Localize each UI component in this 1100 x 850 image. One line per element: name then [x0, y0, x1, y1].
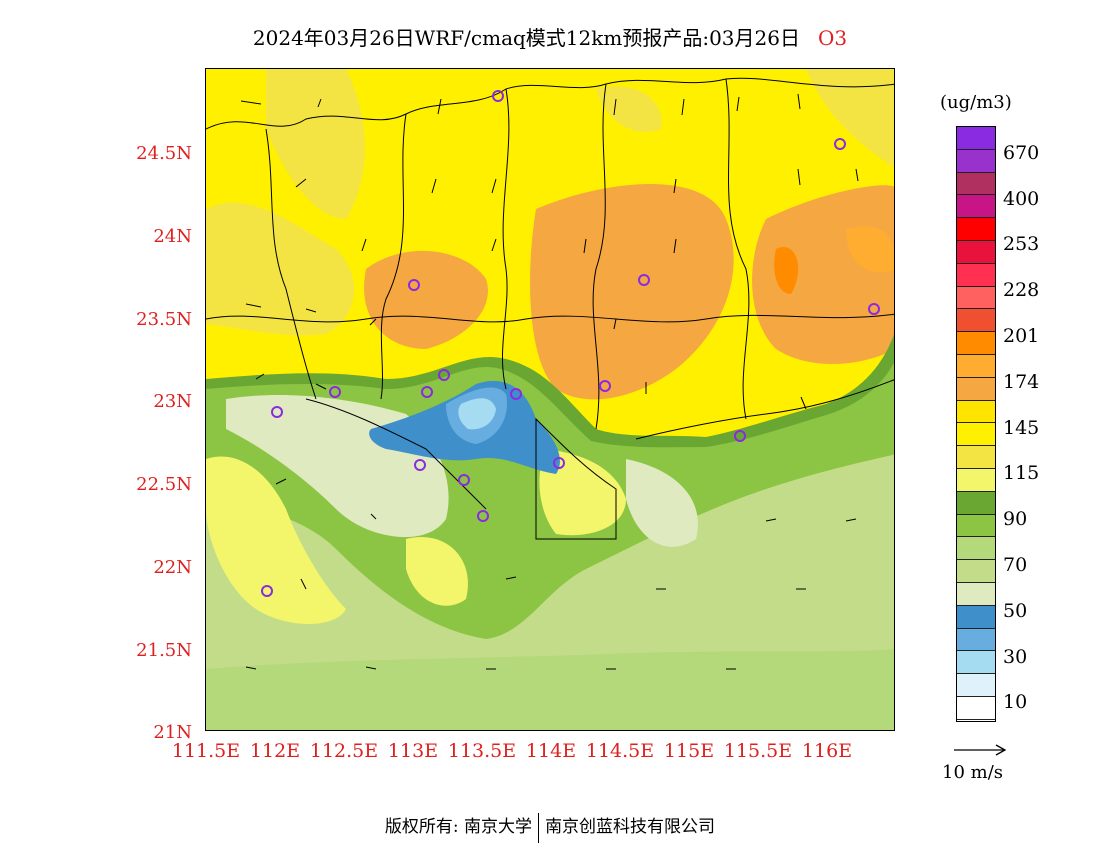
colorbar-swatch	[957, 286, 995, 310]
colorbar-label: 10	[1003, 691, 1028, 713]
colorbar-swatch	[957, 377, 995, 401]
colorbar-label: 201	[1003, 325, 1040, 347]
x-tick-label: 112.5E	[309, 740, 379, 762]
colorbar-label: 115	[1003, 462, 1040, 484]
colorbar-swatch	[957, 446, 995, 469]
colorbar-swatch	[957, 605, 995, 629]
colorbar-swatch	[957, 560, 995, 583]
x-tick-label: 115E	[663, 740, 715, 762]
x-tick-label: 112E	[249, 740, 301, 762]
colorbar-swatch	[957, 149, 995, 173]
wind-reference-label: 10 m/s	[942, 762, 1003, 783]
y-tick-label: 23.5N	[136, 309, 192, 330]
colorbar-label: 670	[1003, 142, 1040, 164]
colorbar-swatch	[957, 195, 995, 219]
forecast-map[interactable]	[205, 68, 895, 731]
x-tick-label: 115.5E	[723, 740, 793, 762]
colorbar-swatch	[957, 309, 995, 333]
colorbar-swatch	[957, 696, 995, 720]
colorbar-swatch	[957, 218, 995, 241]
colorbar-swatch	[957, 628, 995, 652]
y-tick-label: 24N	[153, 226, 192, 247]
y-tick-label: 22N	[153, 557, 192, 578]
y-tick-label: 23N	[153, 391, 192, 412]
wind-reference-arrow-icon	[954, 744, 1007, 756]
concentration-field	[206, 69, 894, 730]
colorbar-swatch	[957, 172, 995, 196]
colorbar-swatch	[957, 651, 995, 675]
colorbar-swatch	[957, 400, 995, 424]
colorbar-unit: (ug/m3)	[940, 92, 1012, 113]
colorbar-label: 228	[1003, 279, 1040, 301]
colorbar-label: 90	[1003, 508, 1028, 530]
colorbar-swatch	[957, 263, 995, 287]
y-tick-label: 22.5N	[136, 474, 192, 495]
x-tick-label: 113.5E	[447, 740, 517, 762]
colorbar-swatch	[957, 491, 995, 515]
colorbar-label: 145	[1003, 417, 1040, 439]
x-tick-label: 114.5E	[585, 740, 655, 762]
colorbar-swatch	[957, 468, 995, 492]
colorbar-swatch	[957, 240, 995, 264]
y-tick-label: 24.5N	[136, 143, 192, 164]
title-text: 2024年03月26日WRF/cmaq模式12km预报产品:03月26日	[252, 26, 800, 50]
colorbar-label: 174	[1003, 371, 1040, 393]
colorbar-label: 400	[1003, 188, 1040, 210]
y-tick-label: 21N	[153, 722, 192, 743]
colorbar-swatch	[957, 674, 995, 697]
colorbar-swatch	[957, 354, 995, 378]
colorbar-label: 70	[1003, 554, 1028, 576]
colorbar-swatch	[957, 582, 995, 606]
colorbar-label: 30	[1003, 646, 1028, 668]
colorbar-swatch	[957, 332, 995, 355]
x-tick-label: 113E	[387, 740, 439, 762]
colorbar-label: 50	[1003, 600, 1028, 622]
colorbar	[956, 126, 996, 722]
footer-divider	[538, 812, 540, 843]
copyright-footer: 版权所有: 南京大学 南京创蓝科技有限公司	[0, 812, 1100, 843]
footer-company: 南京创蓝科技有限公司	[545, 817, 716, 837]
colorbar-swatch	[957, 537, 995, 561]
colorbar-label: 253	[1003, 233, 1040, 255]
x-tick-label: 111.5E	[171, 740, 241, 762]
x-tick-label: 114E	[525, 740, 577, 762]
chart-title: 2024年03月26日WRF/cmaq模式12km预报产品:03月26日 O3	[0, 22, 1100, 51]
footer-owner: 版权所有: 南京大学	[384, 817, 533, 837]
colorbar-swatch	[957, 514, 995, 538]
x-tick-label: 116E	[801, 740, 853, 762]
y-tick-label: 21.5N	[136, 640, 192, 661]
pollutant-label: O3	[817, 26, 848, 50]
colorbar-swatch	[957, 423, 995, 447]
colorbar-swatch	[957, 127, 995, 150]
